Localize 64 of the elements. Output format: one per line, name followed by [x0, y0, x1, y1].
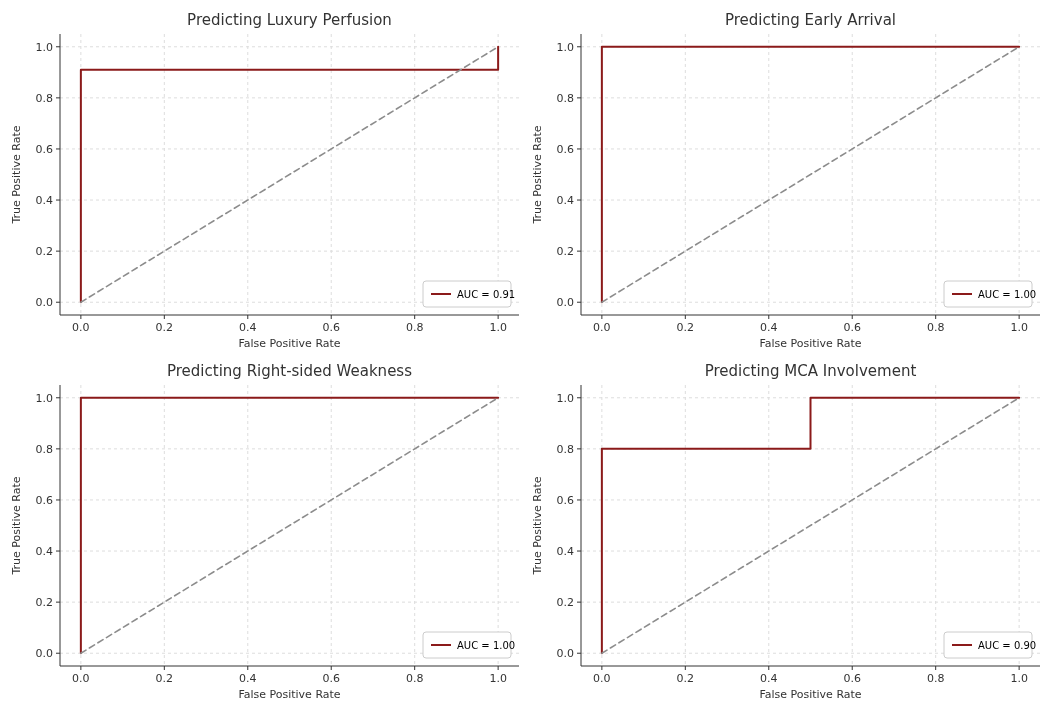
y-axis-title: True Positive Rate [531, 476, 544, 576]
y-tick-label: 0.6 [556, 142, 574, 156]
chart-title: Predicting Luxury Perfusion [187, 11, 392, 29]
x-axis-title: False Positive Rate [759, 688, 862, 701]
y-axis-title: True Positive Rate [10, 125, 23, 225]
x-tick-label: 1.0 [489, 321, 507, 334]
x-tick-label: 1.0 [1010, 321, 1028, 334]
y-tick-label: 0.4 [35, 544, 53, 558]
y-tick-label: 0.2 [35, 244, 53, 258]
y-tick-label: 0.2 [556, 595, 574, 609]
x-tick-label: 0.0 [593, 672, 611, 685]
y-tick-label: 1.0 [35, 40, 53, 54]
y-tick-label: 0.4 [35, 193, 53, 207]
x-tick-label: 0.8 [405, 672, 424, 685]
chart-title: Predicting Early Arrival [724, 11, 897, 29]
x-tick-label: 0.6 [322, 672, 340, 685]
x-tick-label: 0.2 [676, 321, 695, 334]
x-tick-label: 0.4 [760, 672, 778, 685]
legend-label: AUC = 1.00 [457, 640, 516, 651]
legend-label: AUC = 1.00 [978, 289, 1037, 300]
y-tick-label: 0.0 [35, 647, 53, 661]
y-axis-title: True Positive Rate [531, 125, 544, 225]
x-tick-label: 0.0 [72, 321, 90, 334]
y-tick-label: 0.8 [35, 442, 53, 456]
y-tick-label: 0.8 [556, 442, 574, 456]
y-tick-label: 0.6 [35, 142, 53, 156]
x-axis-title: False Positive Rate [238, 688, 341, 701]
x-tick-label: 0.2 [676, 672, 695, 685]
x-axis-title: False Positive Rate [238, 337, 341, 350]
x-tick-label: 0.8 [926, 321, 945, 334]
y-tick-label: 0.0 [556, 647, 574, 661]
x-tick-label: 0.8 [405, 321, 424, 334]
y-tick-label: 1.0 [556, 391, 574, 405]
x-tick-label: 0.2 [155, 672, 174, 685]
x-tick-label: 0.8 [926, 672, 945, 685]
y-tick-label: 0.2 [556, 244, 574, 258]
x-tick-label: 0.0 [72, 672, 90, 685]
chart-title: Predicting MCA Involvement [704, 362, 917, 380]
x-tick-label: 0.4 [239, 321, 257, 334]
x-tick-label: 0.6 [843, 321, 861, 334]
y-tick-label: 0.2 [35, 595, 53, 609]
y-tick-label: 0.0 [556, 296, 574, 310]
y-tick-label: 0.6 [35, 493, 53, 507]
y-tick-label: 0.8 [556, 91, 574, 105]
x-tick-label: 0.6 [843, 672, 861, 685]
y-tick-label: 0.0 [35, 296, 53, 310]
x-tick-label: 0.4 [760, 321, 778, 334]
legend-label: AUC = 0.91 [457, 289, 516, 300]
legend-label: AUC = 0.90 [978, 640, 1037, 651]
x-tick-label: 1.0 [1010, 672, 1028, 685]
x-tick-label: 0.6 [322, 321, 340, 334]
x-axis-title: False Positive Rate [759, 337, 862, 350]
y-tick-label: 0.8 [35, 91, 53, 105]
chart-title: Predicting Right-sided Weakness [167, 362, 413, 380]
y-tick-label: 1.0 [35, 391, 53, 405]
x-tick-label: 1.0 [489, 672, 507, 685]
y-tick-label: 0.6 [556, 493, 574, 507]
x-tick-label: 0.0 [593, 321, 611, 334]
x-tick-label: 0.2 [155, 321, 174, 334]
y-axis-title: True Positive Rate [10, 476, 23, 576]
y-tick-label: 1.0 [556, 40, 574, 54]
x-tick-label: 0.4 [239, 672, 257, 685]
y-tick-label: 0.4 [556, 193, 574, 207]
y-tick-label: 0.4 [556, 544, 574, 558]
